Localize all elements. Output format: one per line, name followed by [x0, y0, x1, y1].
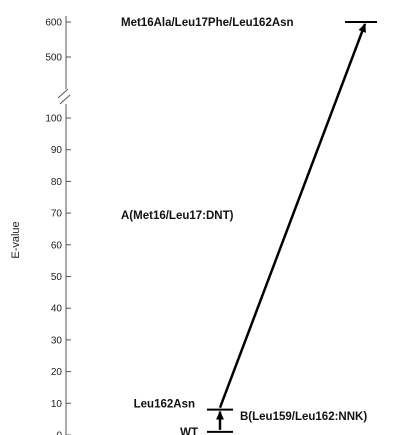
axis-break-mark-1	[57, 88, 69, 99]
y-tick-label-600: 600	[45, 18, 62, 29]
y-tick-label-20: 20	[51, 367, 63, 378]
axis-break-mark-2	[59, 94, 71, 105]
y-tick-label-30: 30	[51, 335, 63, 346]
level-label-2: Met16Ala/Leu17Phe/Leu162Asn	[121, 17, 294, 29]
y-tick-label-90: 90	[51, 145, 63, 156]
y-tick-label-100: 100	[45, 114, 62, 125]
level-label-0: WT	[180, 427, 198, 435]
level-label-1: Leu162Asn	[134, 399, 195, 411]
y-tick-label-0: 0	[56, 431, 62, 435]
y-axis-title: E-value	[10, 221, 22, 258]
y-tick-label-70: 70	[51, 209, 63, 220]
step-label-0: B(Leu159/Leu162:NNK)	[240, 411, 367, 423]
step-label-1: A(Met16/Leu17:DNT)	[121, 210, 234, 222]
y-tick-label-60: 60	[51, 240, 63, 251]
step-arrow-1	[218, 23, 367, 409]
y-axis: 0 10 20 30 40 50 60 70 80 90 100 500 600	[45, 16, 71, 435]
y-tick-label-500: 500	[45, 53, 62, 64]
y-tick-label-40: 40	[51, 304, 63, 315]
y-tick-label-80: 80	[51, 177, 63, 188]
chart-marks: WT Leu162Asn Met16Ala/Leu17Phe/Leu162Asn B(…	[121, 17, 377, 435]
y-tick-label-50: 50	[51, 272, 63, 283]
y-tick-label-10: 10	[51, 399, 63, 410]
